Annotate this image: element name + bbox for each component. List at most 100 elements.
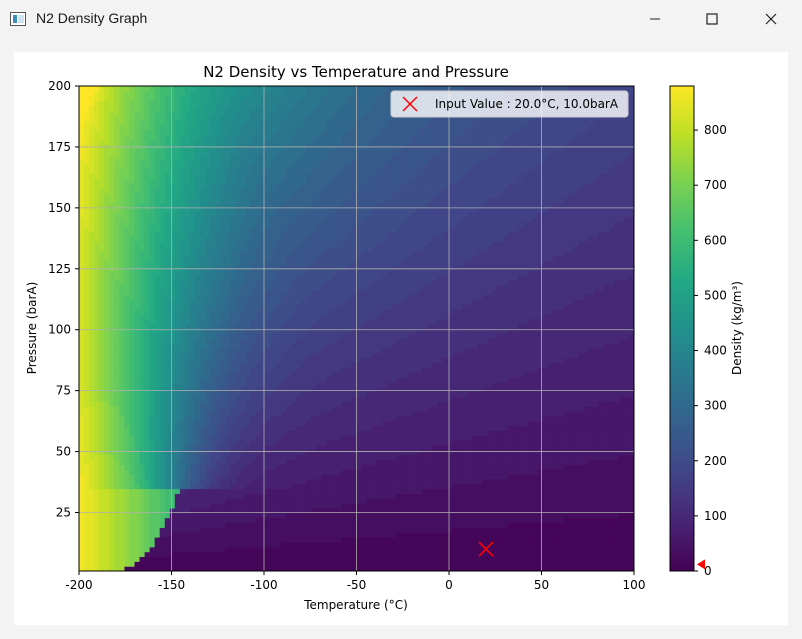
- heatmap-cell: [311, 270, 317, 276]
- heatmap-cell: [295, 425, 302, 431]
- heatmap-cell: [114, 207, 120, 213]
- heatmap-cell: [84, 498, 90, 504]
- heatmap-cell: [184, 323, 191, 330]
- heatmap-cell: [200, 153, 206, 160]
- heatmap-cell: [285, 110, 292, 116]
- heatmap-cell: [290, 527, 297, 533]
- maximize-button[interactable]: [689, 0, 735, 38]
- minimize-button[interactable]: [632, 0, 678, 38]
- heatmap-cell: [290, 410, 297, 417]
- heatmap-cell: [275, 469, 282, 475]
- heatmap-cell: [174, 284, 181, 291]
- heatmap-cell: [124, 212, 131, 218]
- heatmap-cell: [179, 139, 186, 145]
- heatmap-cell: [245, 153, 252, 160]
- heatmap-cell: [190, 90, 196, 97]
- heatmap-cell: [159, 381, 166, 388]
- heatmap-cell: [280, 318, 287, 325]
- heatmap-cell: [184, 153, 191, 160]
- heatmap-cell: [255, 449, 262, 456]
- heatmap-cell: [94, 197, 100, 203]
- heatmap-cell: [190, 280, 196, 286]
- heatmap-cell: [114, 289, 120, 296]
- heatmap-cell: [220, 396, 226, 402]
- heatmap-cell: [114, 100, 120, 106]
- heatmap-cell: [174, 503, 181, 509]
- heatmap-cell: [316, 396, 322, 402]
- heatmap-cell: [190, 313, 196, 320]
- heatmap-cell: [200, 449, 206, 456]
- heatmap-cell: [129, 362, 136, 368]
- heatmap-cell: [205, 401, 211, 407]
- heatmap-cell: [159, 323, 166, 330]
- heatmap-cell: [280, 216, 287, 223]
- heatmap-cell: [134, 183, 141, 189]
- heatmap-cell: [290, 192, 297, 199]
- heatmap-cell: [250, 100, 257, 106]
- heatmap-cell: [159, 241, 166, 247]
- heatmap-cell: [99, 367, 105, 373]
- heatmap-cell: [104, 90, 110, 97]
- heatmap-cell: [280, 459, 287, 465]
- heatmap-cell: [215, 537, 221, 543]
- heatmap-cell: [230, 537, 237, 543]
- heatmap-cell: [215, 207, 221, 213]
- heatmap-cell: [321, 173, 327, 179]
- heatmap-cell: [230, 284, 237, 291]
- heatmap-cell: [149, 551, 156, 558]
- heatmap-cell: [119, 377, 126, 383]
- heatmap-cell: [301, 493, 307, 499]
- heatmap-cell: [316, 168, 322, 174]
- heatmap-cell: [316, 464, 322, 470]
- heatmap-cell: [124, 236, 131, 242]
- heatmap-cell: [94, 90, 100, 97]
- heatmap-cell: [99, 168, 105, 174]
- heatmap-cell: [316, 294, 322, 300]
- heatmap-cell: [149, 469, 156, 475]
- heatmap-cell: [169, 362, 176, 368]
- heatmap-cell: [311, 435, 317, 441]
- heatmap-cell: [321, 275, 327, 281]
- heatmap-cell: [179, 507, 186, 514]
- heatmap-cell: [174, 163, 181, 170]
- heatmap-cell: [260, 119, 267, 126]
- heatmap-cell: [311, 343, 317, 349]
- heatmap-cell: [215, 86, 221, 92]
- heatmap-cell: [119, 187, 126, 194]
- heatmap-cell: [250, 469, 257, 475]
- heatmap-cell: [99, 313, 105, 320]
- heatmap-cell: [316, 163, 322, 170]
- close-button[interactable]: [748, 0, 794, 38]
- heatmap-cell: [124, 483, 131, 490]
- heatmap-cell: [164, 561, 171, 567]
- heatmap-cell: [129, 304, 136, 310]
- heatmap-cell: [164, 503, 171, 509]
- heatmap-cell: [316, 415, 322, 422]
- heatmap-cell: [79, 115, 85, 121]
- heatmap-cell: [144, 187, 151, 194]
- heatmap-cell: [255, 367, 262, 373]
- heatmap-cell: [220, 236, 226, 242]
- heatmap-cell: [326, 410, 332, 417]
- heatmap-cell: [285, 231, 292, 237]
- heatmap-cell: [104, 464, 110, 470]
- heatmap-cell: [139, 396, 146, 402]
- heatmap-cell: [240, 566, 247, 571]
- heatmap-cell: [295, 139, 302, 145]
- heatmap-cell: [174, 517, 181, 524]
- heatmap-cell: [316, 173, 322, 179]
- heatmap-cell: [164, 280, 171, 286]
- heatmap-cell: [255, 498, 262, 504]
- heatmap-cell: [104, 250, 110, 257]
- heatmap-cell: [295, 551, 302, 558]
- heatmap-cell: [109, 221, 115, 228]
- heatmap-cell: [215, 444, 221, 451]
- heatmap-cell: [159, 105, 166, 111]
- heatmap-cell: [134, 503, 141, 509]
- heatmap-cell: [306, 149, 312, 155]
- heatmap-cell: [159, 440, 166, 446]
- heatmap-cell: [265, 410, 272, 417]
- heatmap-cell: [109, 250, 115, 257]
- heatmap-cell: [134, 440, 141, 446]
- heatmap-cell: [200, 367, 206, 373]
